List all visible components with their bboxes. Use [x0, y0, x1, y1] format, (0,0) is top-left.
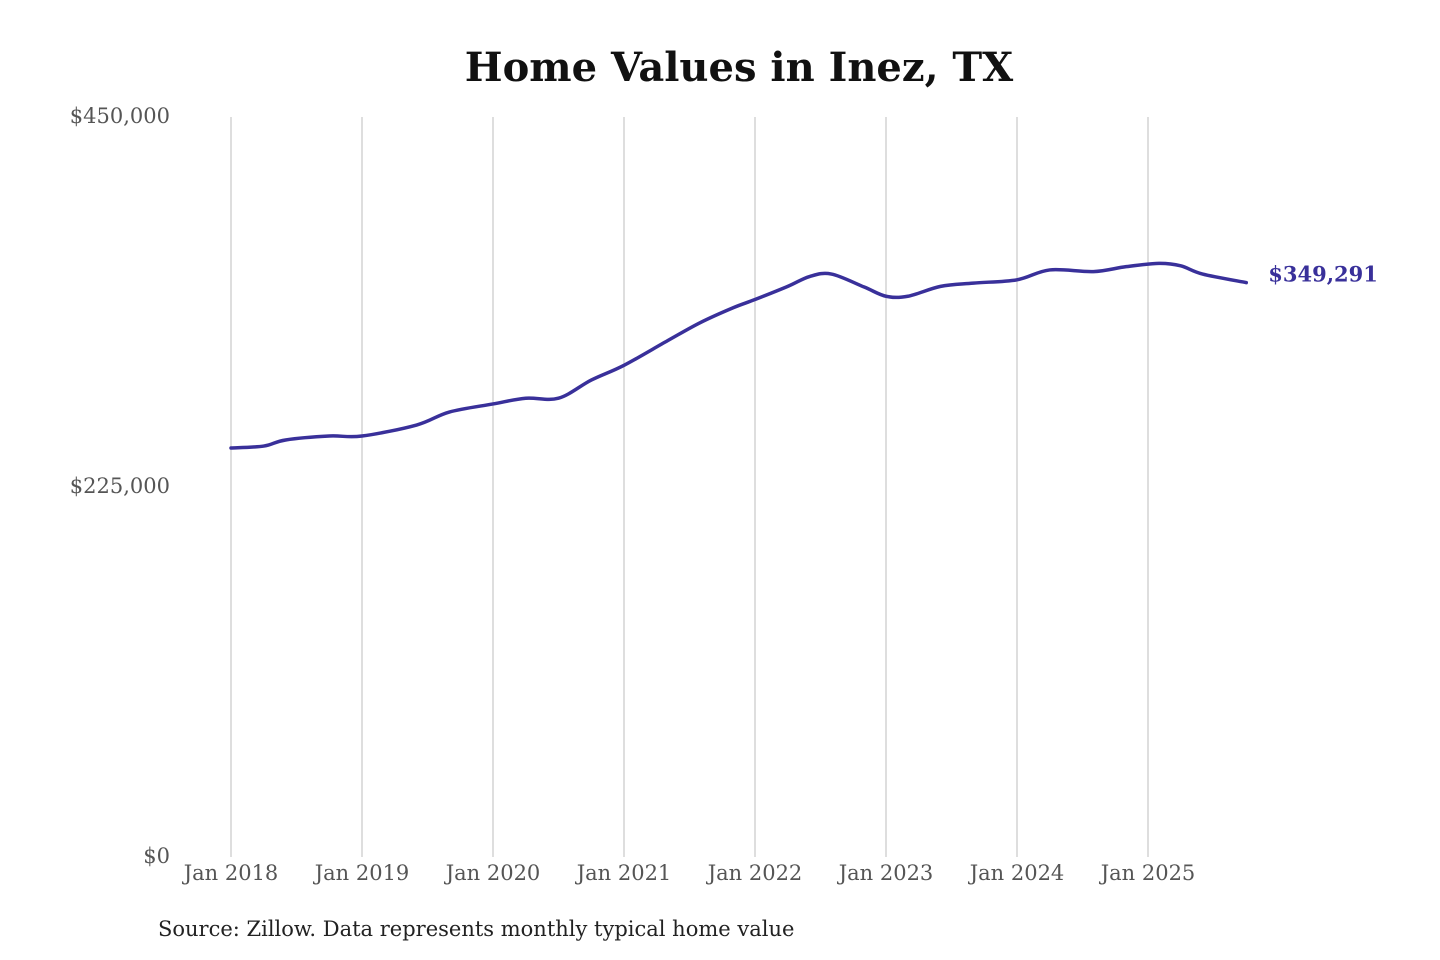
series-line [229, 261, 1248, 450]
x-tick-label: Jan 2020 [444, 861, 541, 885]
y-tick-label: $450,000 [70, 104, 170, 128]
y-tick-label: $225,000 [70, 474, 170, 498]
y-tick-label: $0 [143, 844, 170, 868]
x-tick-label: Jan 2025 [1099, 861, 1196, 885]
x-tick-label: Jan 2022 [706, 861, 803, 885]
source-note: Source: Zillow. Data represents monthly … [158, 917, 795, 941]
x-tick-label: Jan 2018 [182, 861, 279, 885]
x-tick-label: Jan 2024 [968, 861, 1065, 885]
end-value-label: $349,291 [1268, 262, 1378, 287]
x-tick-label: Jan 2023 [837, 861, 934, 885]
chart-title: Home Values in Inez, TX [464, 44, 1014, 91]
x-tick-label: Jan 2019 [313, 861, 410, 885]
x-tick-label: Jan 2021 [575, 861, 672, 885]
